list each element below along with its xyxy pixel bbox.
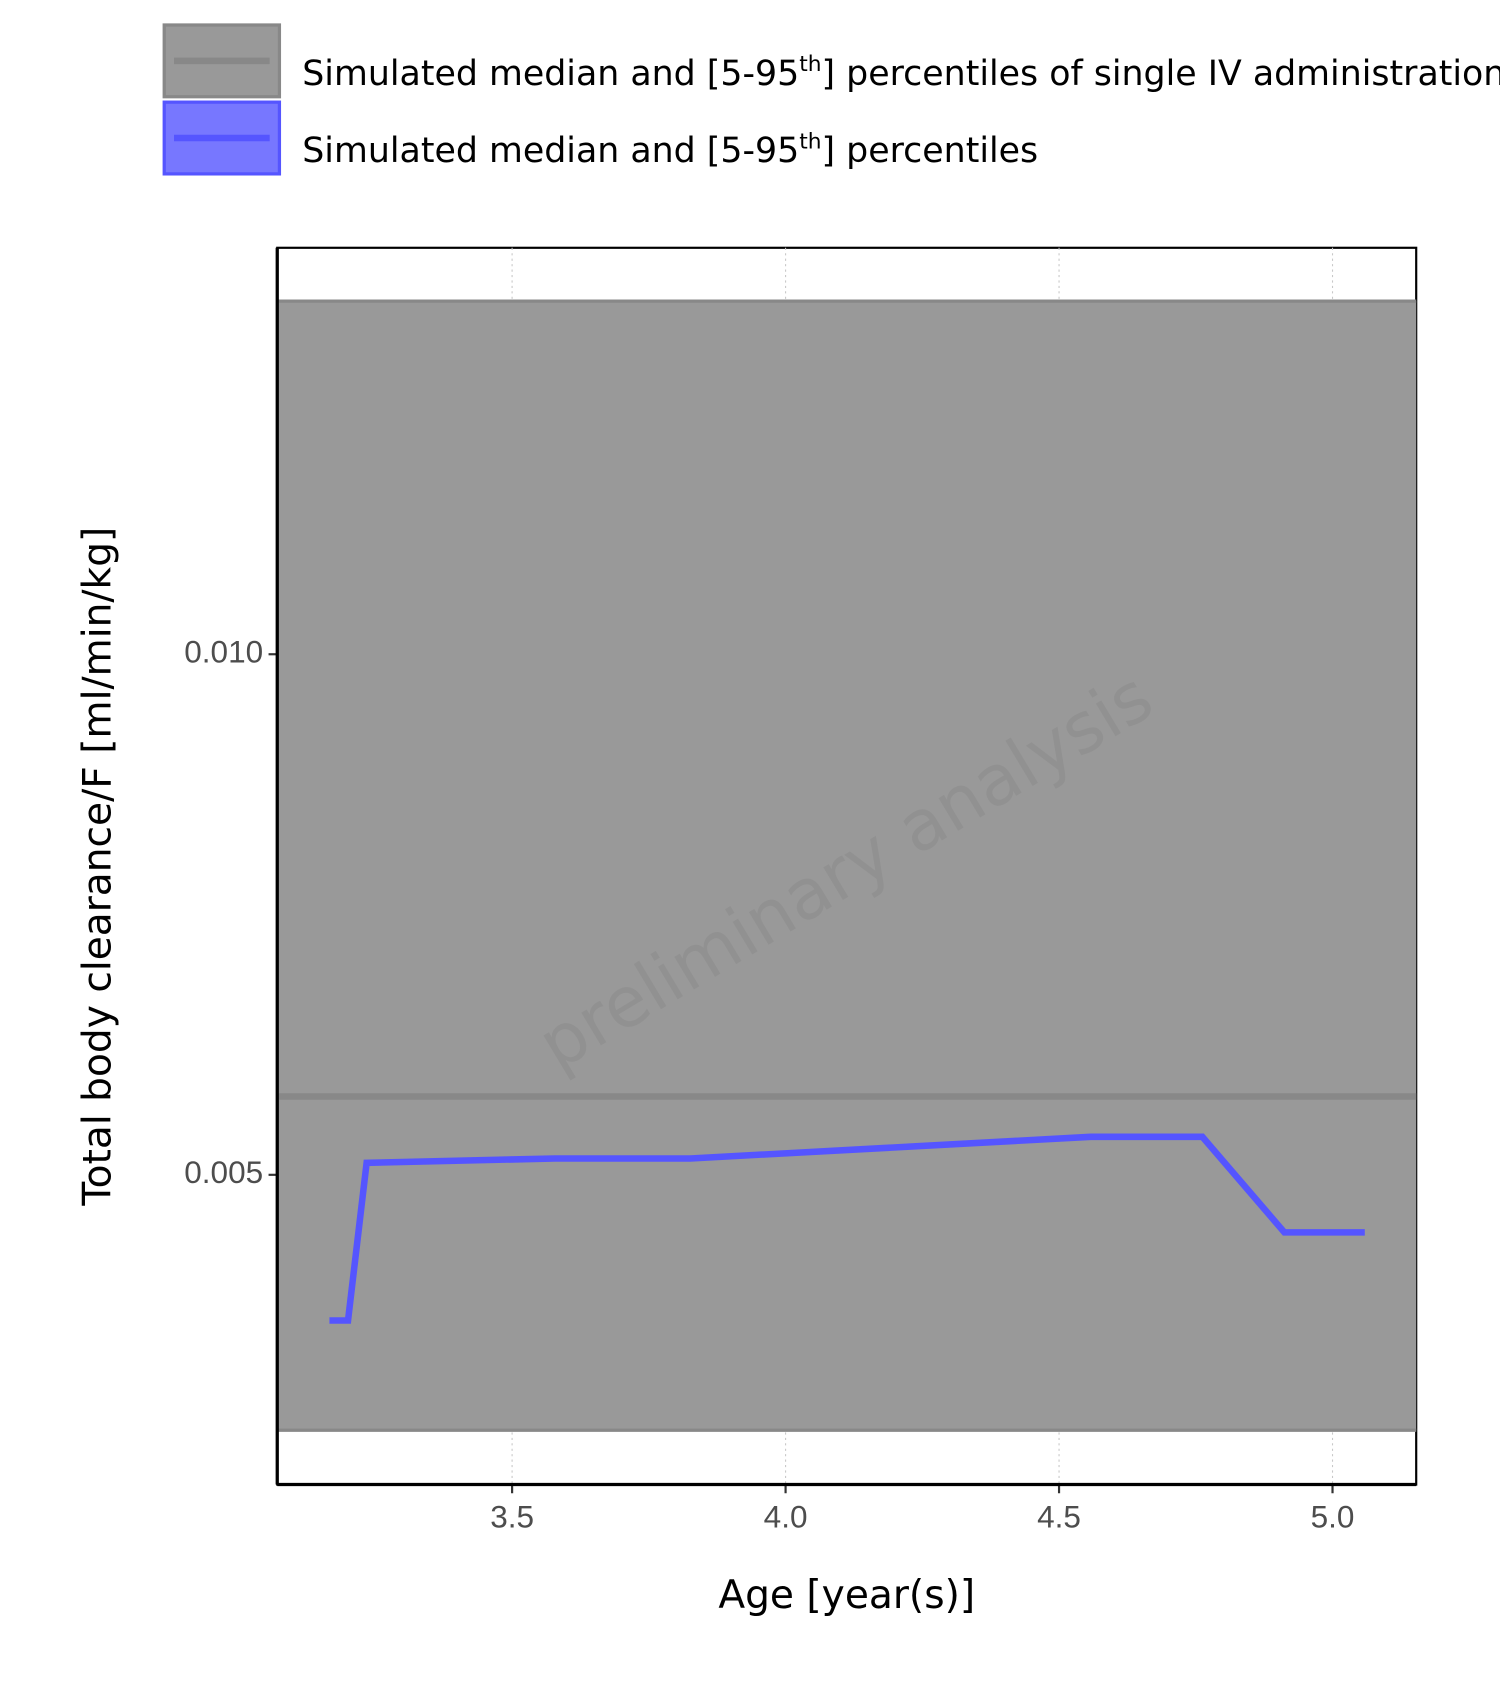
x-tick-label: 4.0 xyxy=(764,1499,808,1535)
x-axis-label: Age [year(s)] xyxy=(718,1573,975,1618)
x-tick-label: 5.0 xyxy=(1311,1499,1355,1535)
y-tick-label: 0.010 xyxy=(184,634,263,670)
x-tick-label: 3.5 xyxy=(490,1499,534,1535)
band xyxy=(277,301,1417,1431)
legend-label: Simulated median and [5-95th] percentile… xyxy=(302,129,1038,171)
y-tick-label: 0.005 xyxy=(184,1154,263,1190)
legend-label: Simulated median and [5-95th] percentile… xyxy=(302,52,1500,94)
line xyxy=(329,1133,1365,1324)
x-tick-label: 4.5 xyxy=(1037,1499,1081,1535)
legend: Simulated median and [5-95th] percentile… xyxy=(162,23,1500,176)
plot-layer: 3.5 4.0 4.5 5.0 0.005 0.010 xyxy=(184,247,1417,1535)
y-axis-label: Total body clearance/F [ml/min/kg] xyxy=(76,527,121,1207)
